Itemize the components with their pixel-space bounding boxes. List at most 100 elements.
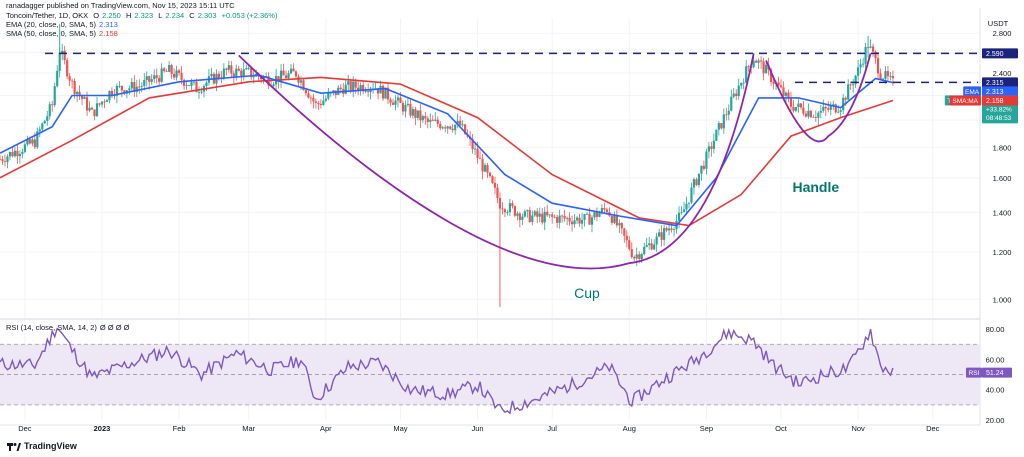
- candle-body: [279, 70, 283, 82]
- candle-body: [531, 215, 534, 223]
- candle-body: [404, 104, 407, 112]
- candle-body: [262, 76, 265, 80]
- candle-body: [481, 158, 484, 172]
- candle-body: [812, 116, 815, 118]
- candle-body: [391, 102, 395, 105]
- candle-body: [190, 82, 193, 86]
- candle-body: [284, 75, 288, 79]
- cup-curve: [238, 53, 755, 270]
- candle-body: [200, 91, 203, 93]
- candle-body: [742, 82, 745, 84]
- price-label-box: [982, 95, 1018, 106]
- rsi-name-tag: [966, 367, 982, 378]
- candle-body: [740, 83, 743, 86]
- candle-body: [143, 79, 146, 87]
- handle-annotation: Handle: [792, 179, 839, 195]
- candle-body: [613, 214, 616, 223]
- candle-body: [406, 103, 410, 105]
- time-tick-label: Feb: [173, 424, 186, 433]
- candle-body: [265, 76, 268, 77]
- candle-body: [319, 103, 322, 105]
- candle-body: [225, 68, 228, 70]
- candle-body: [655, 236, 658, 245]
- candle-body: [598, 212, 601, 217]
- candle-body: [787, 92, 790, 99]
- candle-body: [645, 245, 648, 247]
- candle-body: [839, 110, 842, 112]
- candle-body: [78, 91, 81, 96]
- candle-body: [650, 243, 653, 250]
- candle-body: [51, 104, 54, 106]
- time-tick-label: Dec: [926, 424, 940, 433]
- candle-body: [195, 81, 198, 93]
- candle-body: [133, 82, 136, 92]
- candle-body: [456, 120, 459, 125]
- candle-body: [864, 47, 867, 64]
- candle-body: [546, 211, 549, 216]
- candle-body: [623, 228, 626, 236]
- candle-body: [852, 84, 855, 86]
- candle-body: [421, 116, 424, 121]
- candle-body: [648, 243, 651, 246]
- candle-body: [414, 109, 417, 118]
- candle-body: [871, 46, 875, 52]
- publisher-line: ranadagger published on TradingView.com,…: [6, 1, 235, 10]
- candle-body: [618, 223, 621, 226]
- candle-body: [364, 91, 367, 92]
- candle-body: [140, 86, 143, 87]
- sma-legend[interactable]: SMA (50, close, 0, SMA, 5) 2.158: [6, 29, 121, 38]
- candle-body: [695, 179, 698, 186]
- candle-body: [824, 106, 827, 109]
- candle-body: [187, 85, 191, 87]
- candle-body: [625, 235, 628, 241]
- time-tick-label: Aug: [623, 424, 636, 433]
- candle-body: [697, 173, 701, 186]
- candle-body: [573, 220, 576, 225]
- candle-body: [38, 129, 41, 132]
- candle-body: [556, 217, 559, 223]
- candle-body: [561, 215, 564, 217]
- candle-body: [747, 66, 750, 68]
- candle-body: [886, 71, 890, 77]
- candle-body: [210, 73, 213, 77]
- candle-body: [553, 216, 556, 218]
- candle-body: [503, 209, 507, 213]
- candle-body: [454, 124, 457, 131]
- candle-body: [874, 51, 877, 59]
- candle-body: [551, 214, 554, 217]
- ema20-line: [0, 74, 894, 227]
- candle-body: [242, 69, 245, 78]
- price-label-value: 2.313: [986, 89, 1004, 96]
- candle-body: [807, 110, 810, 117]
- candle-body: [566, 217, 569, 219]
- candle-body: [548, 214, 551, 216]
- price-tick-label: 2.400: [993, 69, 1012, 78]
- candle-body: [250, 68, 253, 78]
- candle-body: [578, 217, 581, 224]
- candle-body: [541, 213, 544, 223]
- candle-body: [245, 68, 248, 70]
- ema-legend[interactable]: EMA (20, close, 0, SMA, 5) 2.313: [6, 20, 121, 29]
- rsi-tick-label: 20.00: [986, 416, 1005, 425]
- candle-body: [580, 219, 584, 224]
- candle-body: [891, 76, 895, 79]
- time-tick-label: Sep: [700, 424, 713, 433]
- rsi-legend-label: RSI (14, close, SMA, 14, 2): [6, 323, 97, 332]
- rsi-tick-label: 40.00: [986, 386, 1005, 395]
- candle-body: [653, 244, 656, 250]
- candle-body: [376, 88, 380, 94]
- candle-body: [471, 139, 474, 150]
- candle-body: [595, 212, 599, 217]
- candle-body: [1, 159, 4, 162]
- candle-body: [526, 210, 529, 212]
- candle-body: [148, 76, 151, 82]
- candle-body: [95, 103, 99, 117]
- candle-body: [103, 101, 106, 103]
- candle-body: [232, 73, 235, 77]
- candle-body: [583, 214, 586, 220]
- rsi-value-label: 51.24: [986, 370, 1004, 377]
- candle-body: [506, 211, 509, 213]
- rsi-legend[interactable]: RSI (14, close, SMA, 14, 2) Ø Ø Ø Ø: [6, 323, 132, 332]
